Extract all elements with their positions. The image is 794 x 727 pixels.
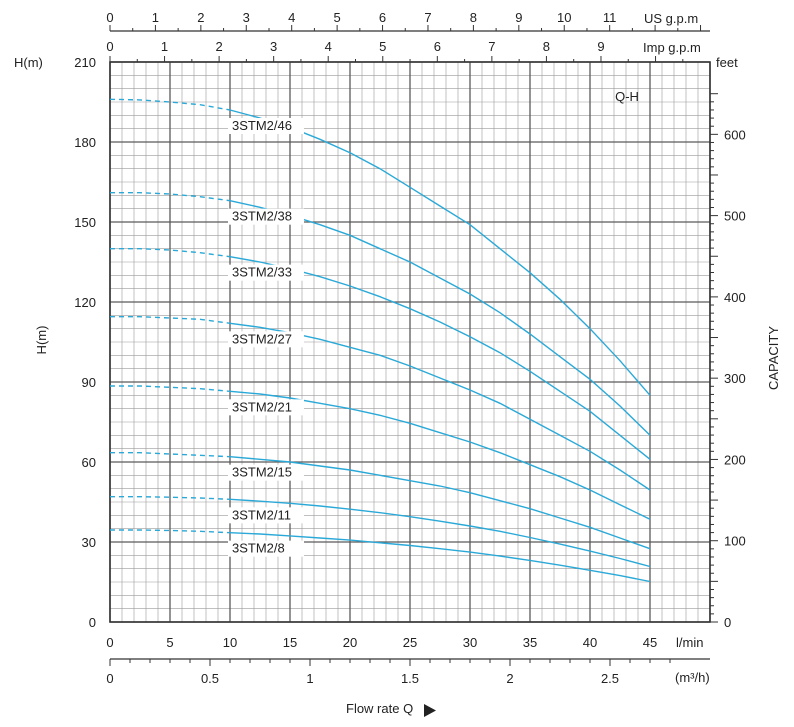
impgpm-tick-label: 6 bbox=[434, 39, 441, 54]
usgpm-tick-label: 7 bbox=[424, 10, 431, 25]
m3h-tick-label: 2.5 bbox=[601, 671, 619, 686]
impgpm-tick-label: 3 bbox=[270, 39, 277, 54]
feet-tick-label: 100 bbox=[724, 534, 746, 549]
impgpm-tick-label: 8 bbox=[543, 39, 550, 54]
y-tick-label: 90 bbox=[82, 375, 96, 390]
left-axis-label: H(m) bbox=[34, 326, 49, 355]
curve-dashed-3STM2/27 bbox=[110, 316, 231, 324]
y-tick-label: 180 bbox=[74, 135, 96, 150]
curve-3STM2/8 bbox=[229, 532, 651, 583]
curve-3STM2/15 bbox=[229, 456, 651, 550]
curve-label-3STM2/46: 3STM2/46 bbox=[232, 118, 292, 133]
lmin-tick-label: 25 bbox=[403, 635, 417, 650]
lmin-tick-label: 15 bbox=[283, 635, 297, 650]
curve-label-bg bbox=[228, 540, 304, 557]
curve-label-3STM2/27: 3STM2/27 bbox=[232, 331, 292, 346]
curve-label-bg bbox=[228, 264, 304, 281]
left-axis-top-label: H(m) bbox=[14, 55, 43, 70]
curve-dashed-3STM2/8 bbox=[110, 529, 231, 534]
lmin-tick-label: 30 bbox=[463, 635, 477, 650]
usgpm-tick-label: 11 bbox=[603, 10, 617, 25]
impgpm-tick-label: 5 bbox=[379, 39, 386, 54]
right-axis-label: CAPACITY bbox=[766, 326, 781, 390]
us-gpm-unit: US g.p.m bbox=[644, 11, 698, 26]
curve-label-bg bbox=[228, 399, 304, 416]
lmin-tick-label: 40 bbox=[583, 635, 597, 650]
lmin-tick-label: 20 bbox=[343, 635, 357, 650]
chart-title: Q-H bbox=[615, 89, 639, 104]
usgpm-tick-label: 0 bbox=[106, 10, 113, 25]
curve-label-3STM2/38: 3STM2/38 bbox=[232, 209, 292, 224]
curve-label-3STM2/11: 3STM2/11 bbox=[232, 507, 291, 522]
m3h-tick-label: 1 bbox=[306, 671, 313, 686]
curve-label-3STM2/21: 3STM2/21 bbox=[232, 399, 292, 414]
feet-tick-label: 0 bbox=[724, 615, 731, 630]
curve-dashed-3STM2/33 bbox=[110, 247, 231, 258]
lmin-tick-label: 5 bbox=[166, 635, 173, 650]
m3h-tick-label: 1.5 bbox=[401, 671, 419, 686]
usgpm-tick-label: 4 bbox=[288, 10, 295, 25]
curve-dashed-3STM2/46 bbox=[109, 98, 231, 111]
y-tick-label: 120 bbox=[74, 295, 96, 310]
impgpm-tick-label: 2 bbox=[215, 39, 222, 54]
feet-tick-label: 400 bbox=[724, 290, 746, 305]
lmin-unit: l/min bbox=[676, 635, 703, 650]
curve-label-3STM2/15: 3STM2/15 bbox=[232, 465, 292, 480]
usgpm-tick-label: 3 bbox=[243, 10, 250, 25]
usgpm-tick-label: 1 bbox=[152, 10, 159, 25]
feet-tick-label: 600 bbox=[724, 127, 746, 142]
y-tick-label: 60 bbox=[82, 455, 96, 470]
m3h-tick-label: 0.5 bbox=[201, 671, 219, 686]
y-tick-label: 30 bbox=[82, 535, 96, 550]
lmin-tick-label: 10 bbox=[223, 635, 237, 650]
impgpm-tick-label: 0 bbox=[106, 39, 113, 54]
pump-curves bbox=[109, 98, 651, 583]
y-tick-label: 0 bbox=[89, 615, 96, 630]
curve-labels: 3STM2/46 3STM2/38 3STM2/33 3STM2/27 3STM2/21… bbox=[228, 118, 304, 557]
lmin-tick-label: 35 bbox=[523, 635, 537, 650]
impgpm-tick-label: 7 bbox=[488, 39, 495, 54]
feet-tick-label: 500 bbox=[724, 209, 746, 224]
curve-label-bg bbox=[228, 331, 304, 348]
curve-label-bg bbox=[228, 464, 304, 481]
curve-dashed-3STM2/38 bbox=[110, 191, 231, 202]
right-axis-top-label: feet bbox=[716, 55, 738, 70]
m3h-tick-label: 2 bbox=[506, 671, 513, 686]
impgpm-tick-label: 9 bbox=[597, 39, 604, 54]
x-axis-label: Flow rate Q bbox=[346, 701, 413, 716]
y-tick-label: 210 bbox=[74, 55, 96, 70]
m3h-tick-label: 0 bbox=[106, 671, 113, 686]
usgpm-tick-label: 5 bbox=[334, 10, 341, 25]
usgpm-tick-label: 6 bbox=[379, 10, 386, 25]
usgpm-tick-label: 8 bbox=[470, 10, 477, 25]
curve-3STM2/46 bbox=[229, 109, 651, 396]
curve-dashed-3STM2/11 bbox=[110, 496, 231, 500]
impgpm-tick-label: 1 bbox=[161, 39, 168, 54]
y-tick-label: 150 bbox=[74, 215, 96, 230]
usgpm-tick-label: 2 bbox=[197, 10, 204, 25]
curve-label-3STM2/8: 3STM2/8 bbox=[232, 541, 285, 556]
curve-label-bg bbox=[228, 208, 304, 225]
feet-tick-label: 300 bbox=[724, 371, 746, 386]
feet-tick-label: 200 bbox=[724, 452, 746, 467]
lmin-tick-label: 45 bbox=[643, 635, 657, 650]
m3h-unit: (m³/h) bbox=[675, 670, 710, 685]
curve-dashed-3STM2/21 bbox=[110, 385, 231, 392]
curve-label-bg bbox=[228, 507, 304, 524]
curve-label-bg bbox=[228, 118, 304, 134]
usgpm-tick-label: 9 bbox=[515, 10, 522, 25]
imp-gpm-unit: Imp g.p.m bbox=[643, 40, 701, 55]
curve-3STM2/11 bbox=[229, 498, 651, 568]
curve-label-3STM2/33: 3STM2/33 bbox=[232, 265, 292, 280]
curve-dashed-3STM2/15 bbox=[110, 452, 231, 458]
impgpm-tick-label: 4 bbox=[325, 39, 332, 54]
lmin-tick-label: 0 bbox=[106, 635, 113, 650]
play-arrow-icon bbox=[424, 704, 436, 717]
curve-3STM2/33 bbox=[229, 256, 651, 460]
usgpm-tick-label: 10 bbox=[557, 10, 571, 25]
